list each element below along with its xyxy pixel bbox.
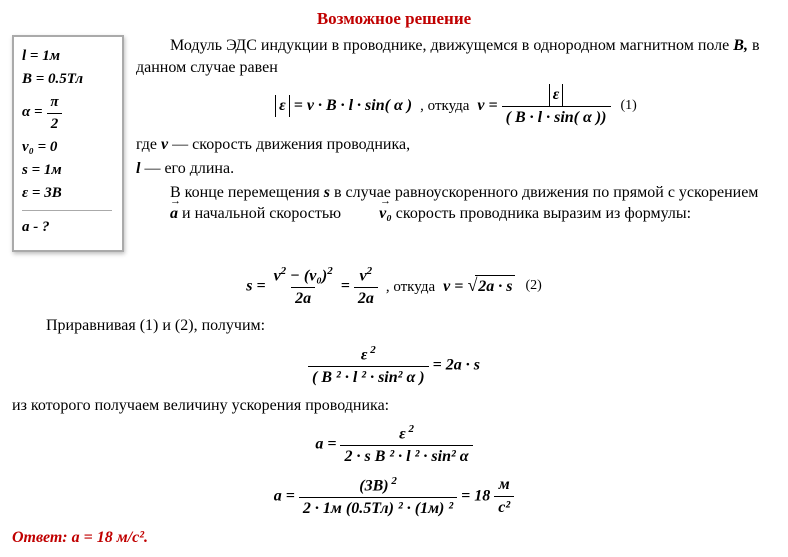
eq3-rhs: = 2a · s bbox=[433, 356, 480, 373]
eq2-eq: = bbox=[341, 277, 354, 294]
eq5-unit-num: м bbox=[495, 474, 514, 496]
paragraph-2: где v — скорость движения проводника, bbox=[12, 134, 776, 156]
p2b: — скорость движения проводника, bbox=[168, 136, 410, 153]
paragraph-6: из которого получаем величину ускорения … bbox=[12, 395, 776, 417]
given-alpha-den: 2 bbox=[47, 113, 63, 134]
solution-title: Возможное решение bbox=[12, 8, 776, 31]
answer-line: Ответ: а = 18 м/с². bbox=[12, 527, 776, 549]
given-alpha-num: π bbox=[46, 92, 62, 112]
eq1-lhs: ε = v · B · l · sin( α ) bbox=[275, 95, 412, 117]
eq5-unit-den: с² bbox=[494, 496, 514, 519]
eq2-num1a: v bbox=[274, 267, 281, 284]
given-alpha: α = π 2 bbox=[22, 92, 112, 134]
given-s: s = 1м bbox=[22, 160, 112, 180]
paragraph-1: Модуль ЭДС индукции в проводнике, движущ… bbox=[12, 35, 776, 78]
eqnum-1: (1) bbox=[621, 97, 637, 116]
eq4-a: a = bbox=[315, 436, 340, 453]
equation-5: a = (3В) 2 2 · 1м (0.5Тл) ² · (1м) ² = 1… bbox=[12, 474, 776, 520]
eq2-den1: 2a bbox=[291, 287, 315, 310]
eq5-a: a = bbox=[274, 487, 299, 504]
eq2-den2: 2a bbox=[354, 287, 378, 310]
eq1-eps: ε bbox=[279, 97, 286, 114]
paragraph-4: В конце перемещения s в случае равноуско… bbox=[12, 182, 776, 225]
eq5-den: 2 · 1м (0.5Тл) ² · (1м) ² bbox=[299, 497, 457, 520]
eq5-eq: = 18 bbox=[461, 487, 490, 504]
eq1b-num: ε bbox=[553, 86, 560, 103]
p4c: и начальной скоростью bbox=[178, 205, 345, 222]
equation-1: ε = v · B · l · sin( α ) , откуда v = ε … bbox=[136, 84, 776, 128]
given-eps: ε = 3В bbox=[22, 183, 112, 203]
eq5-num: (3В) bbox=[359, 477, 388, 494]
eq1b-v: v = bbox=[477, 97, 501, 114]
eq1b: v = ε ( B · l · sin( α )) bbox=[477, 84, 610, 128]
p4-v0-vec: v₀ bbox=[345, 203, 392, 225]
eq2b: v = √2a · s bbox=[443, 275, 515, 298]
eq2-v: v = bbox=[443, 278, 467, 295]
given-values-box: l = 1м B = 0.5Тл α = π 2 v₀ = 0 s = 1м ε… bbox=[12, 35, 124, 252]
eq1b-den: ( B · l · sin( α )) bbox=[502, 106, 611, 129]
p4-a-vec: a bbox=[136, 203, 178, 225]
given-alpha-lhs: α = bbox=[22, 105, 43, 121]
eq2-num1b: − (v₀) bbox=[286, 267, 327, 284]
p1-B: В, bbox=[733, 37, 748, 54]
equation-4: a = ε 2 2 · s B ² · l ² · sin² α bbox=[12, 422, 776, 468]
p1-text-a: Модуль ЭДС индукции в проводнике, движущ… bbox=[170, 37, 733, 54]
eq2-sqrt: 2a · s bbox=[475, 275, 515, 298]
p3b: — его длина. bbox=[140, 160, 234, 177]
p4b: в случае равноускоренного движения по пр… bbox=[330, 184, 758, 201]
equation-2: s = v2 − (v₀)2 2a = v2 2a , откуда v = √… bbox=[12, 264, 776, 310]
eq4-den: 2 · s B ² · l ² · sin² α bbox=[340, 445, 472, 468]
given-l: l = 1м bbox=[22, 46, 112, 66]
eq2-num2: v bbox=[360, 267, 367, 284]
p4d: скорость проводника выразим из формулы: bbox=[392, 205, 691, 222]
eq1-whence: , откуда bbox=[420, 96, 469, 116]
eq1-rhs: = v · B · l · sin( α ) bbox=[294, 97, 412, 114]
eq2-s: s = bbox=[246, 277, 269, 294]
paragraph-3: l — его длина. bbox=[12, 158, 776, 180]
p4a: В конце перемещения bbox=[170, 184, 324, 201]
given-B: B = 0.5Тл bbox=[22, 69, 112, 89]
given-divider bbox=[22, 210, 112, 211]
eqnum-2: (2) bbox=[525, 277, 541, 296]
equation-3: ε 2 ( B ² · l ² · sin² α ) = 2a · s bbox=[12, 343, 776, 389]
eq3-den: ( B ² · l ² · sin² α ) bbox=[308, 366, 429, 389]
given-unknown: a - ? bbox=[22, 217, 112, 237]
given-v0: v₀ = 0 bbox=[22, 137, 112, 157]
paragraph-5: Приравнивая (1) и (2), получим: bbox=[12, 315, 776, 337]
eq2-whence: , откуда bbox=[386, 277, 435, 297]
p2a: где bbox=[136, 136, 161, 153]
eq2-lhs: s = v2 − (v₀)2 2a = v2 2a bbox=[246, 264, 378, 310]
